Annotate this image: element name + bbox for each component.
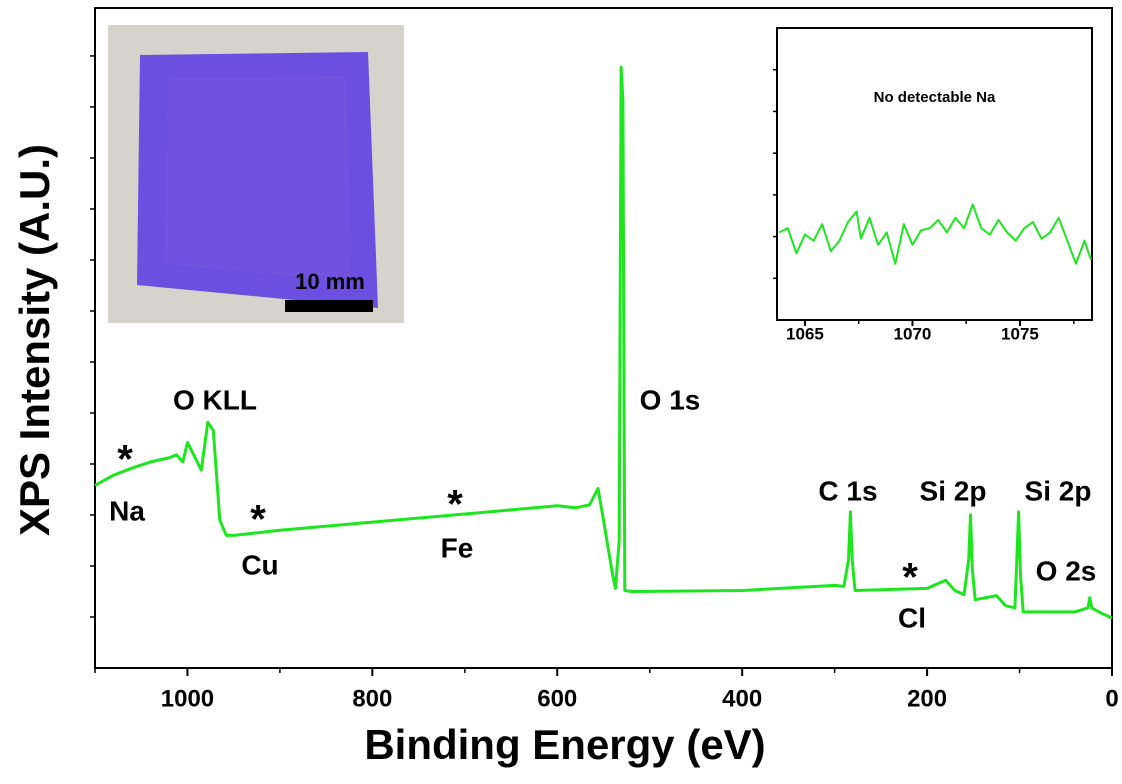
peak-label: O KLL — [173, 384, 257, 415]
peak-label: Si 2p — [920, 475, 987, 506]
y-axis-label: XPS Intensity (A.U.) — [11, 144, 58, 536]
x-tick-label: 1065 — [786, 324, 824, 343]
x-tick-label: 400 — [722, 685, 762, 712]
spectrum-line — [778, 203, 1092, 265]
x-tick-label: 1000 — [161, 685, 214, 712]
peak-label: Cl — [898, 602, 926, 633]
peak-label: C 1s — [818, 475, 877, 506]
peak-label: O 1s — [640, 384, 701, 415]
x-tick-label: 1075 — [1001, 324, 1039, 343]
peak-label: Cu — [241, 549, 278, 580]
scale-bar — [285, 300, 373, 312]
asterisk: * — [902, 556, 918, 600]
scale-label: 10 mm — [295, 269, 365, 294]
photo-inset — [108, 25, 404, 323]
plot-frame — [776, 27, 1093, 321]
asterisk: * — [250, 498, 266, 542]
plot-frame — [94, 7, 1113, 669]
x-tick-label: 600 — [537, 685, 577, 712]
peak-label: O 2s — [1036, 555, 1097, 586]
inset-title: No detectable Na — [874, 89, 996, 106]
peak-label: Na — [109, 495, 145, 526]
x-tick-label: 200 — [907, 685, 947, 712]
asterisk: * — [447, 483, 463, 527]
peak-label: Fe — [441, 532, 474, 563]
x-tick-label: 800 — [352, 685, 392, 712]
x-tick-label: 0 — [1105, 685, 1118, 712]
x-axis-label: Binding Energy (eV) — [364, 721, 765, 768]
peak-label: Si 2p — [1025, 475, 1092, 506]
inset-background — [777, 28, 1092, 320]
x-tick-label: 1070 — [894, 324, 932, 343]
asterisk: * — [117, 438, 133, 482]
spectrum-line — [94, 65, 1113, 620]
sample-film — [164, 76, 352, 282]
